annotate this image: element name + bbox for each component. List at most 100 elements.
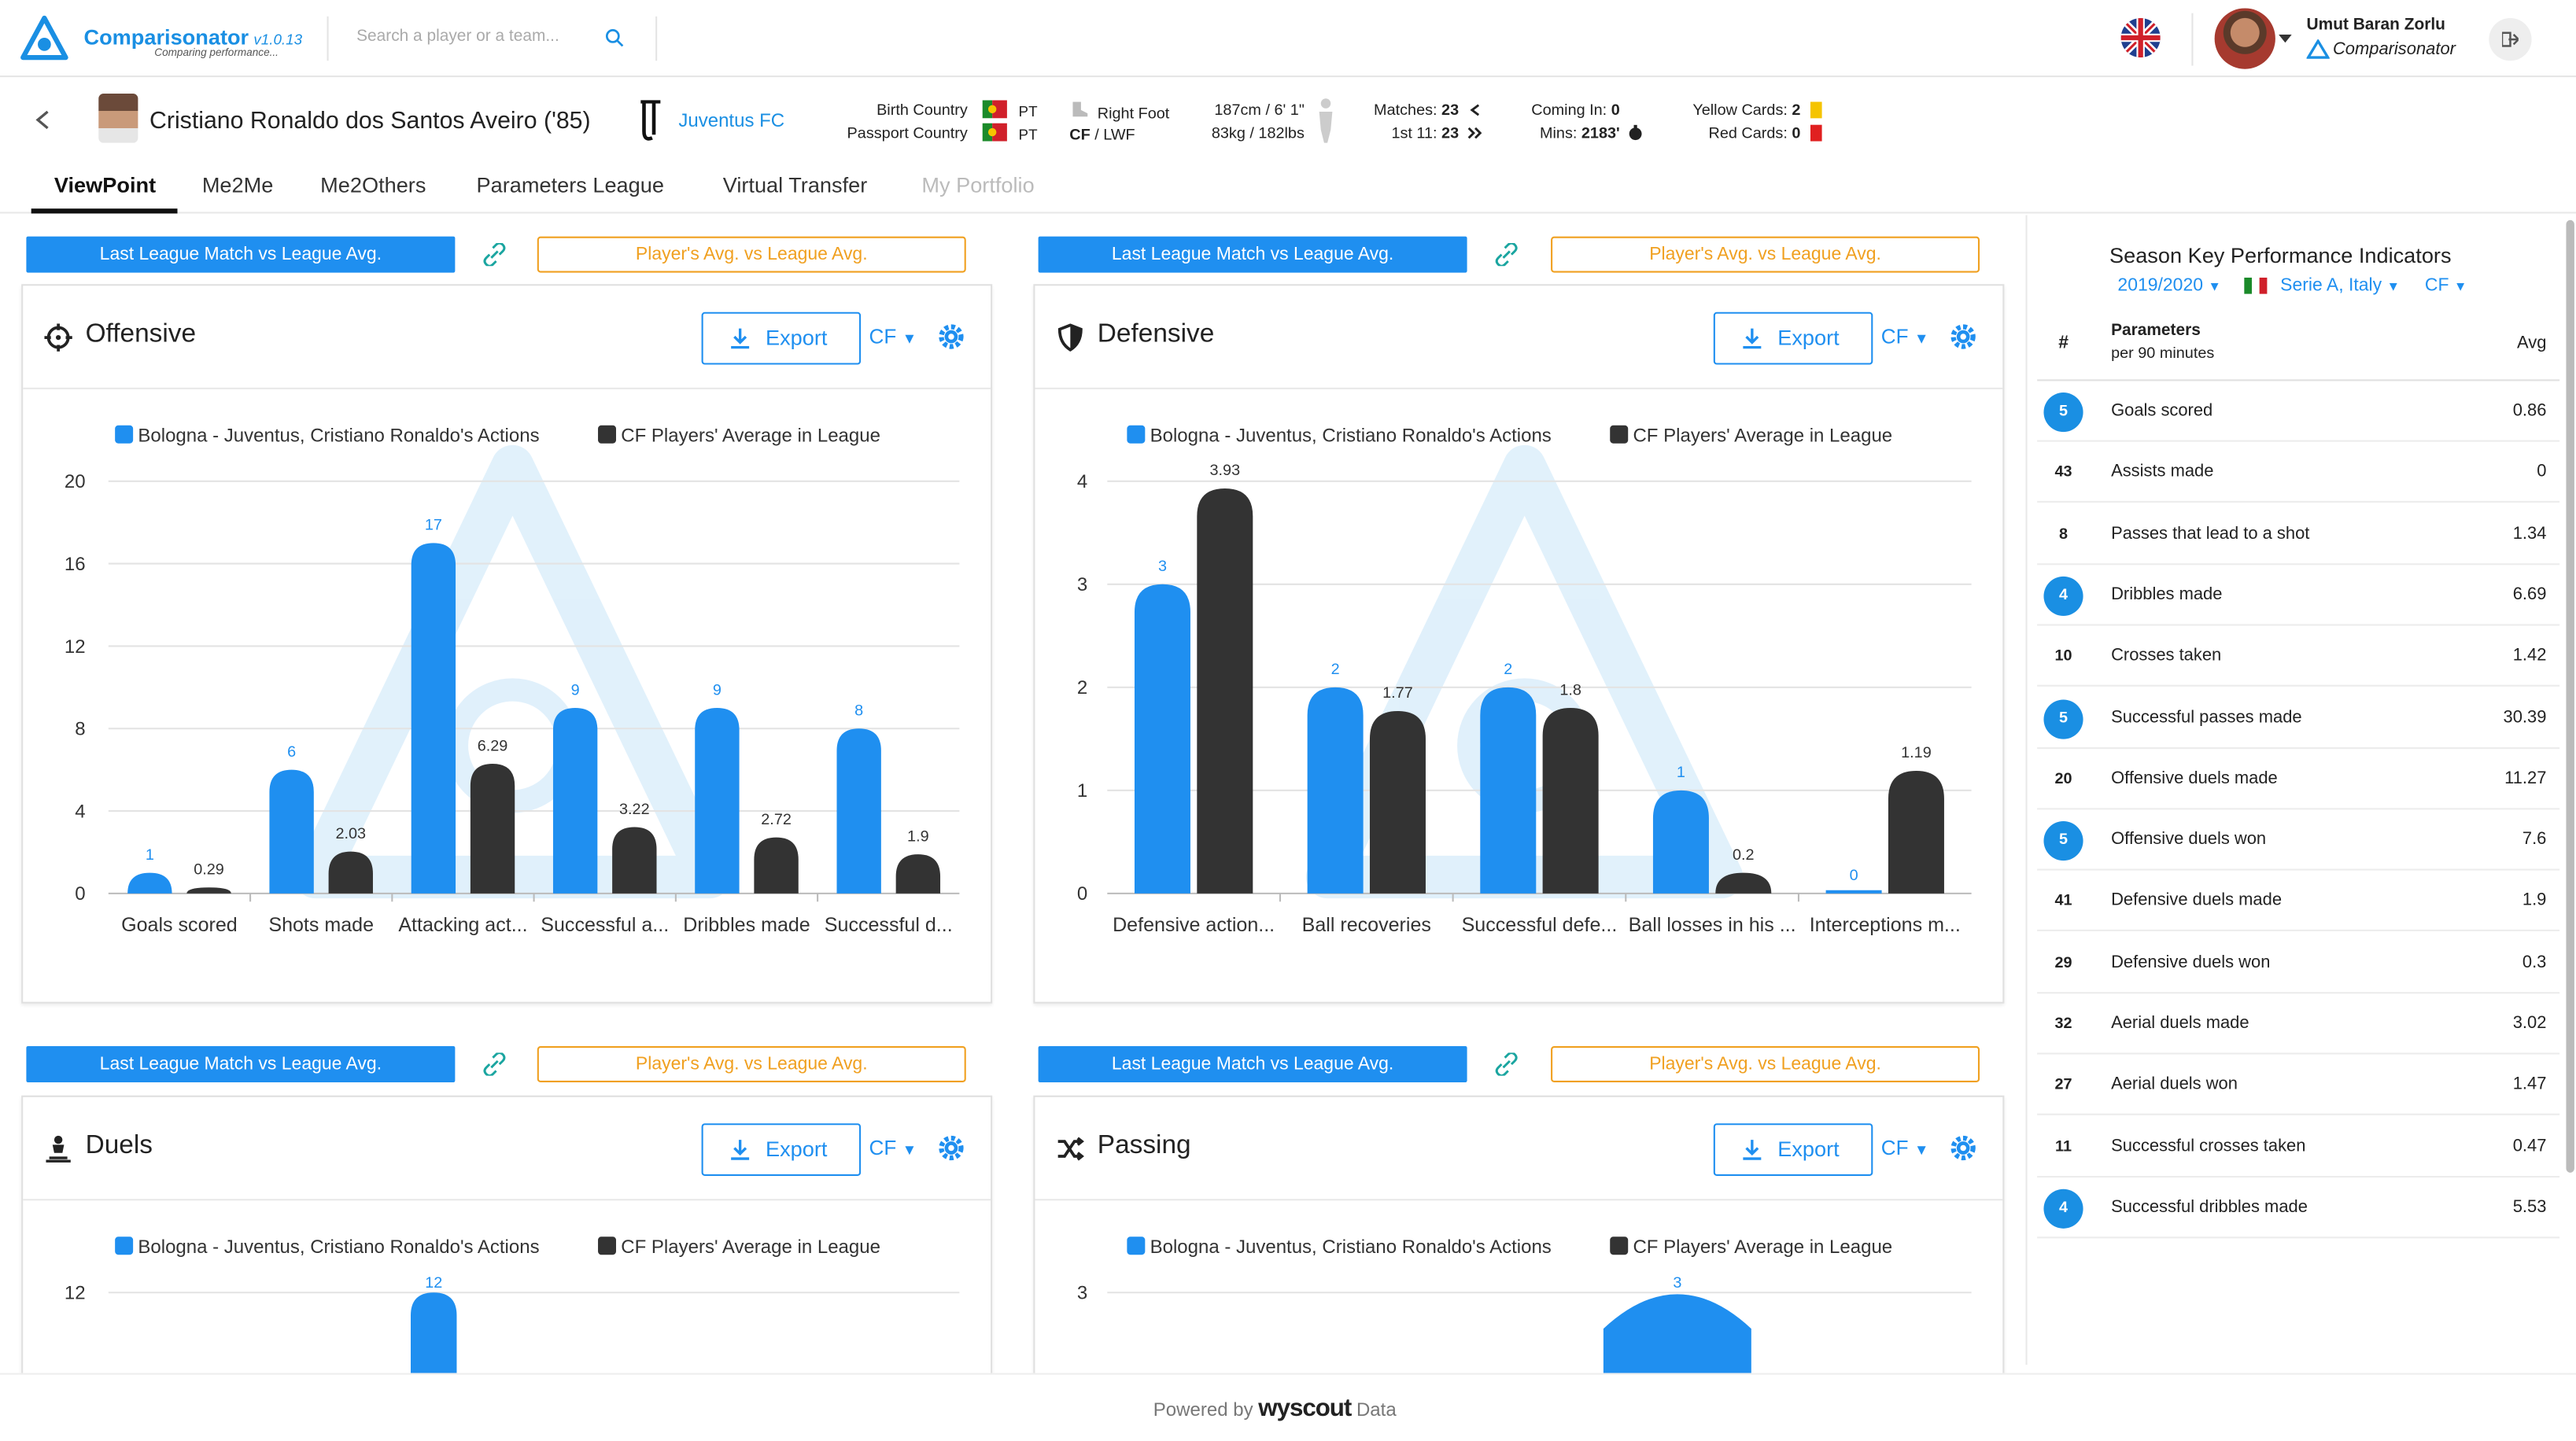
kpi-scrollbar[interactable] [2566, 219, 2574, 1173]
x-tick-label: Successful defe... [1462, 914, 1618, 936]
y-tick-label: 12 [65, 1283, 86, 1304]
player-avg-vs-league-button[interactable]: Player's Avg. vs League Avg. [1551, 236, 1980, 273]
back-arrow-icon[interactable] [35, 110, 51, 130]
person-icon [46, 1135, 71, 1163]
bar-value-label: 3.22 [619, 801, 650, 818]
league-select[interactable]: Serie A, Italy ▼ [2280, 276, 2400, 296]
kpi-avg-value: 0.3 [2522, 952, 2547, 972]
kpi-avg-value: 11.27 [2504, 768, 2547, 788]
kpi-row[interactable]: 32 Aerial duels made 3.02 [2037, 993, 2560, 1055]
bar-value-label: 17 [425, 517, 442, 534]
birth-country-label: Birth Country [877, 101, 968, 120]
rank-value: 11 [2055, 1137, 2072, 1156]
kpi-row[interactable]: 4 Successful dribbles made 5.53 [2037, 1177, 2560, 1239]
kpi-row[interactable]: 27 Aerial duels won 1.47 [2037, 1055, 2560, 1116]
rank-badge: 5 [2043, 821, 2083, 861]
last-match-vs-league-button[interactable]: Last League Match vs League Avg. [26, 236, 456, 273]
position-value: CF [869, 325, 897, 348]
position-select[interactable]: CF ▼ [1881, 325, 1929, 348]
player-club-link[interactable]: Juventus FC [678, 111, 785, 132]
y-tick-label: 3 [1077, 1283, 1087, 1304]
user-avatar[interactable] [2214, 8, 2275, 69]
player-avg-vs-league-button[interactable]: Player's Avg. vs League Avg. [537, 236, 966, 273]
bar-value-label: 6 [287, 743, 296, 761]
export-button[interactable]: Export [1713, 1123, 1873, 1177]
link-icon[interactable] [483, 243, 506, 267]
link-icon[interactable] [483, 1052, 506, 1076]
kpi-row[interactable]: 5 Offensive duels won 7.6 [2037, 810, 2560, 871]
kpi-row[interactable]: 10 Crosses taken 1.42 [2037, 626, 2560, 687]
y-tick-label: 1 [1077, 780, 1087, 802]
link-icon[interactable] [1495, 1052, 1518, 1076]
kpi-position-select[interactable]: CF ▼ [2425, 276, 2467, 296]
gear-icon[interactable] [936, 1133, 966, 1163]
legend-label-actions: Bologna - Juventus, Cristiano Ronaldo's … [138, 426, 539, 447]
kpi-row[interactable]: 5 Successful passes made 30.39 [2037, 687, 2560, 749]
season-select[interactable]: 2019/2020 ▼ [2117, 276, 2221, 296]
comparisonator-logo-icon[interactable] [20, 15, 69, 64]
kpi-row[interactable]: 5 Goals scored 0.86 [2037, 381, 2560, 442]
position-select[interactable]: CF ▼ [869, 325, 917, 348]
app-name[interactable]: Comparisonator v1.0.13 [83, 24, 303, 50]
position-select[interactable]: CF ▼ [1881, 1137, 1929, 1159]
gear-icon[interactable] [936, 322, 966, 352]
legend-label-actions: Bologna - Juventus, Cristiano Ronaldo's … [1150, 426, 1552, 447]
kpi-parameter-label: Passes that lead to a shot [2111, 523, 2310, 544]
boot-icon [1072, 101, 1088, 117]
kpi-row[interactable]: 8 Passes that lead to a shot 1.34 [2037, 503, 2560, 565]
wyscout-logo[interactable]: wyscout [1258, 1394, 1352, 1423]
y-tick-label: 4 [75, 801, 85, 822]
kpi-row[interactable]: 11 Successful crosses taken 0.47 [2037, 1116, 2560, 1177]
tab-me2others[interactable]: Me2Others [320, 172, 426, 197]
tab-viewpoint[interactable]: ViewPoint [54, 172, 157, 197]
last-match-vs-league-button[interactable]: Last League Match vs League Avg. [1038, 1046, 1467, 1082]
kpi-avg-value: 0.86 [2512, 400, 2547, 421]
tab-me2me[interactable]: Me2Me [201, 172, 274, 197]
uk-flag-icon[interactable] [2120, 17, 2161, 58]
download-icon [731, 328, 750, 349]
export-button[interactable]: Export [701, 1123, 862, 1177]
kpi-row[interactable]: 20 Offensive duels made 11.27 [2037, 749, 2560, 809]
tab-parameters-league[interactable]: Parameters League [476, 172, 664, 197]
legend-swatch-average [598, 425, 616, 444]
player-avg-vs-league-button[interactable]: Player's Avg. vs League Avg. [537, 1046, 966, 1082]
kpi-row[interactable]: 4 Dribbles made 6.69 [2037, 565, 2560, 626]
y-tick-label: 2 [1077, 677, 1087, 698]
kpi-row[interactable]: 43 Assists made 0 [2037, 442, 2560, 503]
passport-country-code: PT [1018, 125, 1038, 142]
tab-virtual-transfer[interactable]: Virtual Transfer [722, 172, 868, 197]
logout-button[interactable] [2489, 17, 2532, 61]
season-kpi-panel [2025, 215, 2576, 1365]
chevron-left-icon[interactable] [1469, 104, 1482, 117]
chevron-down-icon[interactable] [2279, 34, 2292, 45]
kpi-parameter-label: Defensive duels won [2111, 952, 2271, 972]
yellow-value: 2 [1792, 101, 1801, 120]
matches-value: 23 [1441, 101, 1460, 120]
bar-average [186, 887, 231, 894]
player-avg-vs-league-button[interactable]: Player's Avg. vs League Avg. [1551, 1046, 1980, 1082]
export-button[interactable]: Export [701, 311, 862, 365]
position-select[interactable]: CF ▼ [869, 1137, 917, 1159]
gear-icon[interactable] [1948, 322, 1978, 352]
search-icon[interactable] [604, 28, 624, 47]
shuffle-icon [1057, 1137, 1084, 1161]
kpi-row[interactable]: 41 Defensive duels made 1.9 [2037, 871, 2560, 932]
last-match-vs-league-button[interactable]: Last League Match vs League Avg. [1038, 236, 1467, 273]
logout-icon [2502, 31, 2519, 47]
link-icon[interactable] [1495, 243, 1518, 267]
caret-down-icon: ▼ [902, 1141, 917, 1159]
search-input[interactable]: Search a player or a team... [356, 28, 559, 46]
export-label: Export [1777, 1136, 1840, 1162]
player-weight: 83kg / 182lbs [1211, 123, 1305, 142]
bar-actions [269, 769, 314, 894]
kpi-row[interactable]: 29 Defensive duels won 0.3 [2037, 932, 2560, 993]
bar-value-label: 1.19 [1901, 744, 1932, 761]
export-button[interactable]: Export [1713, 311, 1873, 365]
double-chevron-right-icon[interactable] [1467, 127, 1484, 140]
kpi-position-value: CF [2424, 275, 2449, 296]
gear-icon[interactable] [1948, 1133, 1978, 1163]
kpi-avg-value: 1.34 [2512, 523, 2547, 544]
last-match-vs-league-button[interactable]: Last League Match vs League Avg. [26, 1046, 456, 1082]
legend-label-average: CF Players' Average in League [1633, 426, 1892, 447]
rank-badge: 5 [2043, 698, 2083, 739]
